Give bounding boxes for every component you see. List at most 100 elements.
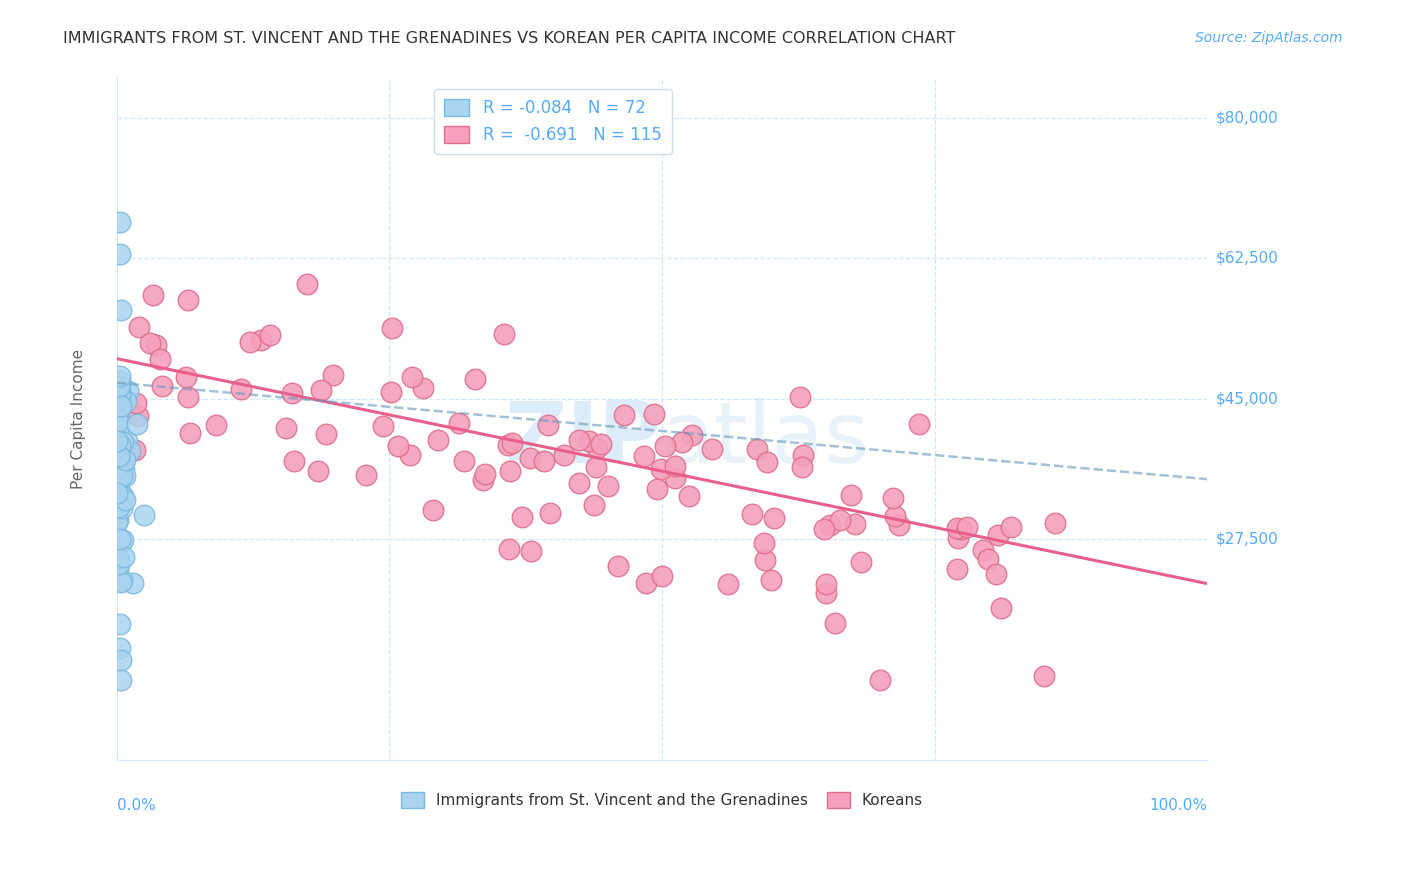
Point — [107, 531, 129, 545]
Point — [107, 381, 129, 395]
Point — [814, 576, 837, 591]
Point — [520, 544, 543, 558]
Point — [114, 453, 136, 467]
Point — [107, 488, 129, 502]
Point — [946, 521, 969, 535]
Point — [128, 319, 150, 334]
Point — [762, 511, 785, 525]
Point — [108, 531, 131, 545]
Point — [107, 458, 129, 472]
Text: $27,500: $27,500 — [1216, 532, 1278, 547]
Point — [972, 543, 994, 558]
Text: $62,500: $62,500 — [1216, 251, 1278, 266]
Text: 100.0%: 100.0% — [1149, 798, 1208, 813]
Point — [107, 421, 129, 435]
Point — [1000, 520, 1022, 534]
Point — [297, 277, 319, 291]
Point — [984, 566, 1007, 581]
Point — [112, 462, 135, 476]
Point — [145, 338, 167, 352]
Point — [568, 476, 591, 491]
Point — [494, 327, 516, 342]
Point — [107, 482, 129, 496]
Point — [309, 383, 332, 397]
Point — [142, 287, 165, 301]
Point — [125, 417, 148, 432]
Point — [110, 303, 132, 318]
Point — [111, 574, 134, 588]
Point — [427, 433, 450, 447]
Point — [108, 374, 131, 388]
Point — [108, 447, 131, 461]
Point — [654, 439, 676, 453]
Point — [110, 653, 132, 667]
Point — [250, 334, 273, 348]
Point — [107, 415, 129, 429]
Point — [110, 399, 132, 413]
Text: Per Capita Income: Per Capita Income — [72, 349, 86, 489]
Point — [422, 503, 444, 517]
Point — [134, 508, 156, 522]
Point — [117, 384, 139, 399]
Point — [283, 454, 305, 468]
Point — [112, 549, 135, 564]
Point — [633, 450, 655, 464]
Point — [882, 491, 904, 505]
Point — [585, 441, 607, 455]
Point — [177, 391, 200, 405]
Point — [568, 433, 591, 447]
Point — [108, 616, 131, 631]
Text: $80,000: $80,000 — [1216, 110, 1278, 125]
Point — [401, 370, 423, 384]
Point — [107, 462, 129, 476]
Point — [946, 562, 969, 576]
Point — [578, 434, 600, 449]
Point — [107, 486, 129, 500]
Point — [908, 417, 931, 432]
Point — [839, 488, 862, 502]
Point — [496, 438, 519, 452]
Text: atlas: atlas — [662, 398, 870, 481]
Point — [645, 482, 668, 496]
Point — [664, 471, 686, 485]
Point — [453, 454, 475, 468]
Point — [582, 499, 605, 513]
Point — [111, 468, 134, 483]
Point — [112, 434, 135, 449]
Point — [464, 371, 486, 385]
Point — [239, 335, 262, 350]
Point — [498, 541, 520, 556]
Point — [108, 640, 131, 655]
Text: IMMIGRANTS FROM ST. VINCENT AND THE GRENADINES VS KOREAN PER CAPITA INCOME CORRE: IMMIGRANTS FROM ST. VINCENT AND THE GREN… — [63, 31, 956, 46]
Point — [107, 550, 129, 565]
Point — [111, 489, 134, 503]
Point — [110, 574, 132, 589]
Point — [371, 419, 394, 434]
Point — [120, 443, 142, 458]
Point — [596, 479, 619, 493]
Point — [949, 522, 972, 536]
Point — [702, 442, 724, 457]
Point — [519, 450, 541, 465]
Point — [124, 442, 146, 457]
Text: $45,000: $45,000 — [1216, 392, 1278, 407]
Point — [315, 427, 337, 442]
Point — [553, 449, 575, 463]
Point — [1043, 516, 1066, 531]
Point — [110, 534, 132, 549]
Point — [607, 559, 630, 574]
Point — [107, 451, 129, 466]
Point — [108, 389, 131, 403]
Point — [533, 453, 555, 467]
Point — [108, 500, 131, 515]
Point — [322, 368, 344, 382]
Point — [107, 472, 129, 486]
Point — [107, 561, 129, 575]
Point — [830, 512, 852, 526]
Point — [814, 585, 837, 599]
Text: ZIP: ZIP — [505, 398, 662, 481]
Point — [179, 425, 201, 440]
Point — [664, 458, 686, 473]
Point — [108, 247, 131, 261]
Point — [149, 351, 172, 366]
